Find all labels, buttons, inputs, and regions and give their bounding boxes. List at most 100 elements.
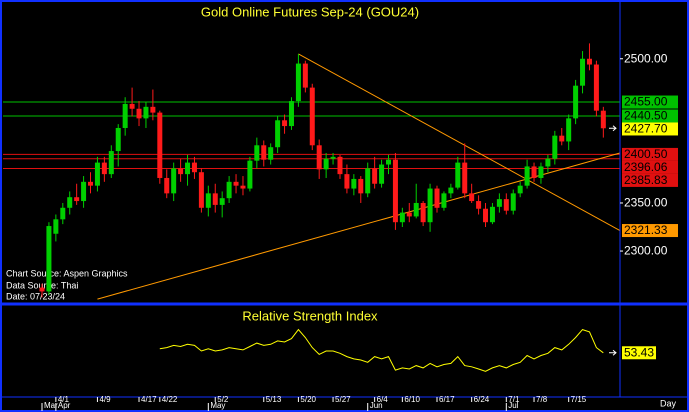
candle-body bbox=[441, 193, 447, 208]
candle-body bbox=[261, 145, 267, 160]
candle-body bbox=[164, 177, 170, 194]
candle-body bbox=[150, 106, 156, 113]
candle-body bbox=[46, 226, 52, 292]
candle-body bbox=[420, 202, 426, 223]
x-tick-label: 4/17 bbox=[141, 395, 157, 404]
candle-body bbox=[295, 63, 301, 102]
x-tick-label: 5/27 bbox=[335, 395, 351, 404]
x-tick-label: 5/13 bbox=[266, 395, 282, 404]
candle-body bbox=[566, 118, 572, 142]
candle-body bbox=[74, 197, 80, 202]
candle-body bbox=[483, 208, 489, 223]
level-label-box bbox=[622, 160, 678, 174]
candle-body bbox=[288, 101, 294, 127]
level-label-box bbox=[622, 109, 678, 123]
candle-body bbox=[399, 212, 405, 223]
candle-body bbox=[552, 135, 558, 159]
candle-body bbox=[198, 172, 204, 208]
candle-body bbox=[427, 188, 433, 223]
candle-body bbox=[545, 158, 551, 167]
x-tick-label: 7/15 bbox=[571, 395, 587, 404]
candle-body bbox=[185, 162, 191, 175]
candle-body bbox=[503, 199, 509, 211]
candle-body bbox=[316, 145, 322, 170]
candle-body bbox=[240, 185, 246, 189]
candle-body bbox=[448, 187, 454, 194]
candle-body bbox=[60, 207, 66, 220]
candle-body bbox=[372, 168, 378, 184]
y-tick-label: 2350.00 bbox=[624, 196, 668, 210]
x-axis-label: Day bbox=[660, 398, 677, 408]
candle-body bbox=[323, 158, 329, 170]
candle-body bbox=[531, 166, 537, 178]
rsi-value-label: 53.43 bbox=[624, 345, 654, 359]
candle-body bbox=[573, 85, 579, 119]
candle-body bbox=[302, 63, 308, 88]
candle-body bbox=[309, 87, 315, 146]
chart-title: Gold Online Futures Sep-24 (GOU24) bbox=[201, 4, 419, 19]
source-text: Date: 07/23/24 bbox=[6, 291, 65, 301]
candle-body bbox=[275, 120, 281, 148]
month-label: Apr bbox=[58, 401, 71, 410]
candle-body bbox=[53, 219, 59, 234]
candle-body bbox=[351, 178, 357, 189]
level-label: 2396.06 bbox=[624, 160, 668, 174]
candle-body bbox=[330, 156, 336, 159]
candle-body bbox=[434, 188, 440, 208]
candle-body bbox=[143, 106, 149, 119]
candle-body bbox=[191, 162, 197, 173]
last-price-label: 2427.70 bbox=[624, 122, 668, 136]
x-tick-label: 5/2 bbox=[217, 395, 229, 404]
candle-body bbox=[406, 212, 412, 217]
candle-body bbox=[205, 193, 211, 208]
candle-body bbox=[337, 156, 343, 175]
candle-body bbox=[538, 166, 544, 178]
x-tick-label: 7/1 bbox=[508, 395, 520, 404]
candle-body bbox=[178, 168, 184, 175]
level-label-box bbox=[622, 147, 678, 161]
candle-body bbox=[157, 112, 163, 178]
candle-body bbox=[365, 168, 371, 194]
candle-body bbox=[81, 181, 87, 202]
source-text: Chart Source: Aspen Graphics bbox=[6, 268, 128, 278]
candle-body bbox=[593, 64, 599, 111]
candle-body bbox=[524, 166, 530, 186]
candle-body bbox=[386, 159, 391, 165]
candle-body bbox=[580, 58, 586, 86]
month-label: Mar bbox=[44, 401, 58, 410]
month-label: Jun bbox=[370, 401, 383, 410]
x-tick-label: 7/8 bbox=[536, 395, 548, 404]
candle-body bbox=[115, 127, 121, 152]
y-tick-label: 2500.00 bbox=[624, 51, 668, 65]
x-tick-label: 6/17 bbox=[439, 395, 455, 404]
candle-body bbox=[559, 135, 565, 142]
candle-body bbox=[455, 162, 461, 188]
candle-body bbox=[392, 159, 398, 223]
candle-body bbox=[226, 181, 232, 199]
candle-body bbox=[517, 185, 523, 194]
candle-body bbox=[122, 103, 128, 128]
candle-body bbox=[462, 162, 468, 194]
candle-body bbox=[496, 199, 502, 207]
candle-body bbox=[219, 198, 225, 205]
candle-body bbox=[136, 108, 142, 119]
x-tick-label: 4/22 bbox=[162, 395, 178, 404]
candle-body bbox=[108, 151, 114, 175]
trendline bbox=[298, 53, 621, 231]
x-tick-label: 4/9 bbox=[99, 395, 111, 404]
trendline-label-box bbox=[622, 224, 678, 238]
candle-body bbox=[586, 58, 592, 65]
candle-body bbox=[379, 164, 385, 184]
level-label-box bbox=[622, 95, 678, 109]
candle-body bbox=[88, 181, 94, 186]
trendline-label: 2321.33 bbox=[624, 223, 668, 237]
y-tick-label: 2300.00 bbox=[624, 244, 668, 258]
level-label: 2385.83 bbox=[624, 173, 668, 187]
level-label: 2455.00 bbox=[624, 95, 668, 109]
month-label: May bbox=[210, 401, 225, 410]
level-label: 2400.50 bbox=[624, 147, 668, 161]
